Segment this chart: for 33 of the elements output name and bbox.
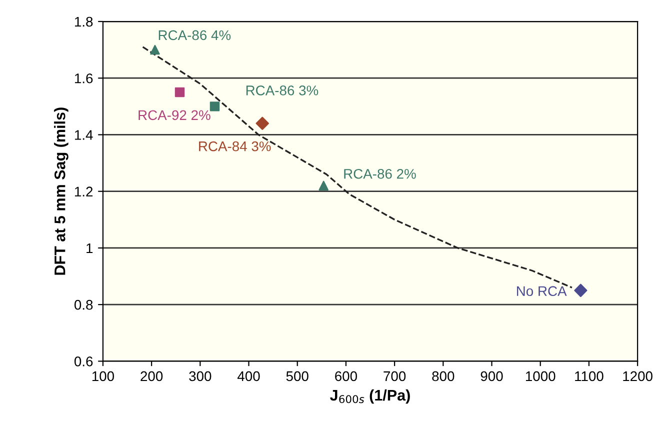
point <box>150 44 160 55</box>
y-tick-label: 0.6 <box>74 356 93 366</box>
y-tick-label: 1.6 <box>74 73 93 84</box>
series-label: RCA-86 2% <box>344 168 416 179</box>
series-label: RCA-92 2% <box>138 110 210 120</box>
text: RCA-86 3% <box>246 86 318 96</box>
x-tick-label: 500 <box>286 371 308 382</box>
x-tick-label: 800 <box>432 371 454 382</box>
y-tick-label: 1 <box>86 243 93 253</box>
x-tick-label: 300 <box>189 371 212 382</box>
y-tick-label: 1.8 <box>74 16 93 27</box>
y-tick-label: 1.2 <box>74 186 93 196</box>
y-axis-title: DFT at 5 mm Sag (mils) <box>54 108 68 275</box>
x-tick-label: 1100 <box>575 371 604 382</box>
x-tick-label: 900 <box>480 371 503 382</box>
x-tick-label: 400 <box>237 371 260 382</box>
series-label: RCA-86 4% <box>158 30 231 40</box>
x-tick-label: 200 <box>140 371 163 382</box>
series-label: No RCA <box>517 286 567 296</box>
x-tick-label: 700 <box>384 371 406 382</box>
x-tick-label: 1200 <box>623 371 652 382</box>
y-tick-label: 1.4 <box>74 130 93 140</box>
y-tick-label: 0.8 <box>74 300 93 310</box>
x-tick-label: 100 <box>92 371 114 382</box>
x-tick-label: 600 <box>335 371 358 382</box>
point <box>256 116 269 130</box>
point <box>318 180 328 191</box>
point <box>174 87 185 98</box>
x-tick-label: 1000 <box>526 371 556 382</box>
series-label: RCA-84 3% <box>199 141 271 152</box>
x-axis-title: J$_{600s}$ (1/Pa) <box>330 389 410 404</box>
point <box>574 284 588 298</box>
point <box>210 102 220 112</box>
